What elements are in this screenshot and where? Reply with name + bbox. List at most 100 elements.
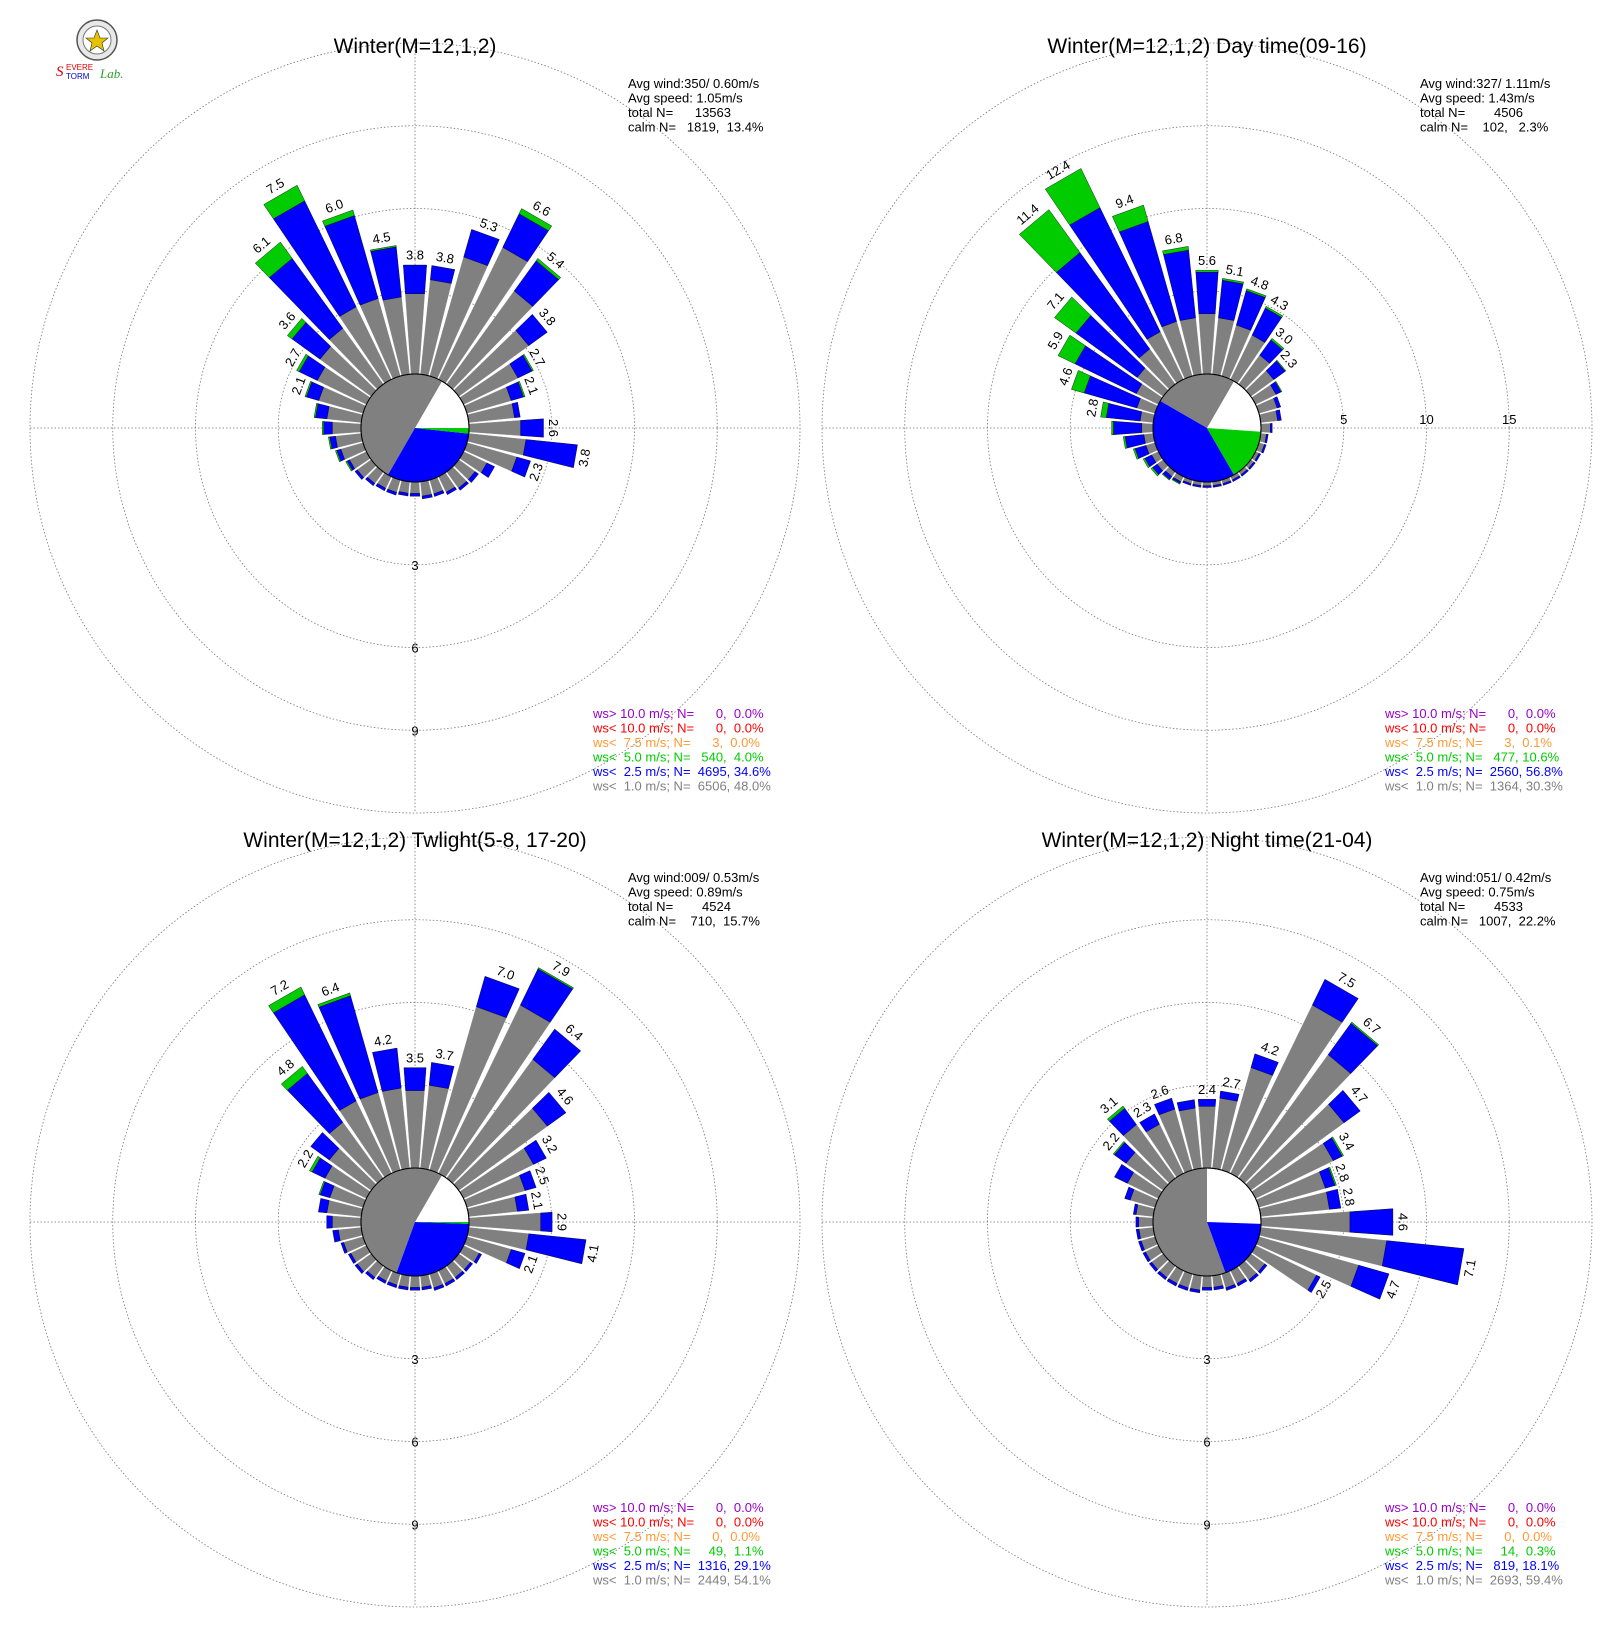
stats-line: Avg speed: 0.75m/s: [1420, 885, 1535, 900]
sector-bar: [403, 264, 427, 294]
stats-line: Avg speed: 0.89m/s: [628, 885, 743, 900]
sector-bar: [1265, 305, 1284, 318]
sector-bar: [376, 1275, 387, 1284]
sector-bar: [1176, 1099, 1196, 1112]
sector-bar: [375, 483, 387, 492]
sector-bar: [409, 493, 421, 497]
legend-entry: ws< 10.0 m/s; N= 0, 0.0%: [592, 721, 764, 736]
sector-bar: [296, 353, 309, 372]
sector-value-label: 2.7: [1221, 1074, 1241, 1092]
calm-pie-slice: [361, 374, 415, 475]
sector-bar: [304, 380, 313, 398]
sector-bar: [318, 1180, 326, 1196]
sector-bar: [332, 421, 362, 435]
sector-bar: [1328, 1089, 1361, 1124]
sector-bar: [410, 481, 420, 494]
sector-value-label: 6.8: [1163, 230, 1183, 248]
sector-value-label: 2.3: [526, 461, 546, 483]
sector-bar: [1350, 1021, 1380, 1047]
sector-bar: [386, 1281, 398, 1289]
sector-bar: [1275, 409, 1282, 421]
sector-bar: [1189, 1288, 1201, 1294]
sector-value-label: 2.8: [1332, 1162, 1352, 1184]
windrose-panel: 5 10 155.65.14.84.33.02.32.84.65.97.111.41…: [821, 35, 1593, 814]
legend-entry: ws< 5.0 m/s; N= 14, 0.3%: [1384, 1544, 1556, 1559]
sector-bar: [409, 1287, 421, 1291]
sector-bar: [1350, 1264, 1390, 1300]
sector-bar: [535, 258, 562, 280]
legend-entry: ws< 7.5 m/s; N= 3, 0.1%: [1384, 735, 1552, 750]
sector-bar: [280, 1066, 308, 1091]
sector-bar: [1150, 467, 1159, 477]
sector-bar: [1154, 1097, 1176, 1116]
stats-line: total N= 4506: [1420, 105, 1523, 120]
panel-title: Winter(M=12,1,2) Night time(21-04): [1042, 829, 1373, 852]
sector-bar: [1273, 396, 1282, 409]
sector-bar: [511, 401, 521, 418]
sector-bar: [1107, 1105, 1125, 1122]
sector-value-label: 7.1: [1461, 1258, 1479, 1278]
sector-bar: [403, 1067, 427, 1091]
sector-bar: [309, 1155, 321, 1173]
calm-circle-outline: [1152, 373, 1262, 483]
sector-bar: [398, 1285, 409, 1291]
sector-value-label: 6.4: [319, 979, 341, 999]
sector-bar: [1139, 1113, 1160, 1133]
sector-bar: [1198, 313, 1216, 375]
legend-entry: ws< 5.0 m/s; N= 477, 10.6%: [1384, 750, 1560, 765]
sector-value-label: 2.1: [288, 375, 308, 397]
sector-value-label: 3.5: [406, 1050, 424, 1065]
sector-bar: [421, 1285, 432, 1291]
sector-bar: [476, 976, 520, 1018]
sector-bar: [322, 421, 325, 435]
lab-seal-icon: S EVERE TORM Lab.: [56, 19, 123, 81]
sector-bar: [1222, 278, 1244, 285]
calm-pie-slice: [415, 374, 442, 428]
sector-value-label: 5.1: [1225, 262, 1245, 280]
sector-bar: [430, 265, 456, 284]
sector-value-label: 3.7: [434, 1046, 454, 1064]
sector-bar: [1201, 1287, 1213, 1291]
sector-bar: [1142, 457, 1151, 469]
sector-value-label: 2.6: [546, 419, 561, 437]
sector-bar: [467, 471, 479, 483]
sector-bar: [268, 986, 305, 1014]
sector-bar: [398, 1274, 410, 1288]
ring-label: 6: [411, 1435, 418, 1450]
sector-bar: [1312, 978, 1359, 1023]
svg-text:TORM: TORM: [66, 72, 90, 81]
ring-label: 9: [1203, 1517, 1210, 1532]
sector-value-label: 4.7: [1383, 1279, 1403, 1301]
legend-entry: ws< 1.0 m/s; N= 2693, 59.4%: [1384, 1573, 1563, 1588]
sector-bar: [520, 418, 544, 438]
legend-entry: ws< 2.5 m/s; N= 1316, 29.1%: [592, 1558, 771, 1573]
sector-bar: [1197, 1099, 1217, 1107]
ring-label: 15: [1502, 412, 1516, 427]
sector-bar: [332, 1215, 362, 1229]
sector-value-label: 2.1: [528, 1190, 546, 1210]
sector-bar: [1307, 1274, 1321, 1293]
sector-bar: [525, 1233, 587, 1265]
sector-bar: [445, 486, 457, 495]
sector-bar: [365, 476, 376, 487]
sector-bar: [328, 436, 333, 450]
sector-bar: [421, 494, 433, 500]
sector-bar: [332, 1229, 341, 1243]
sector-bar: [515, 314, 548, 346]
sector-value-label: 3.8: [435, 249, 455, 267]
sector-bar: [537, 967, 574, 990]
sector-value-label: 9.4: [1113, 191, 1135, 211]
sector-value-label: 5.3: [478, 215, 500, 235]
sector-bar: [1212, 1274, 1224, 1288]
sector-value-label: 5.6: [1198, 253, 1216, 268]
sector-bar: [1135, 1228, 1141, 1240]
sector-value-label: 4.2: [1259, 1039, 1281, 1059]
sector-bar: [386, 488, 397, 496]
legend-entry: ws< 10.0 m/s; N= 0, 0.0%: [1384, 1515, 1556, 1530]
legend-entry: ws< 10.0 m/s; N= 0, 0.0%: [1384, 721, 1556, 736]
stats-line: calm N= 710, 15.7%: [628, 914, 760, 929]
sector-bar: [354, 469, 365, 480]
